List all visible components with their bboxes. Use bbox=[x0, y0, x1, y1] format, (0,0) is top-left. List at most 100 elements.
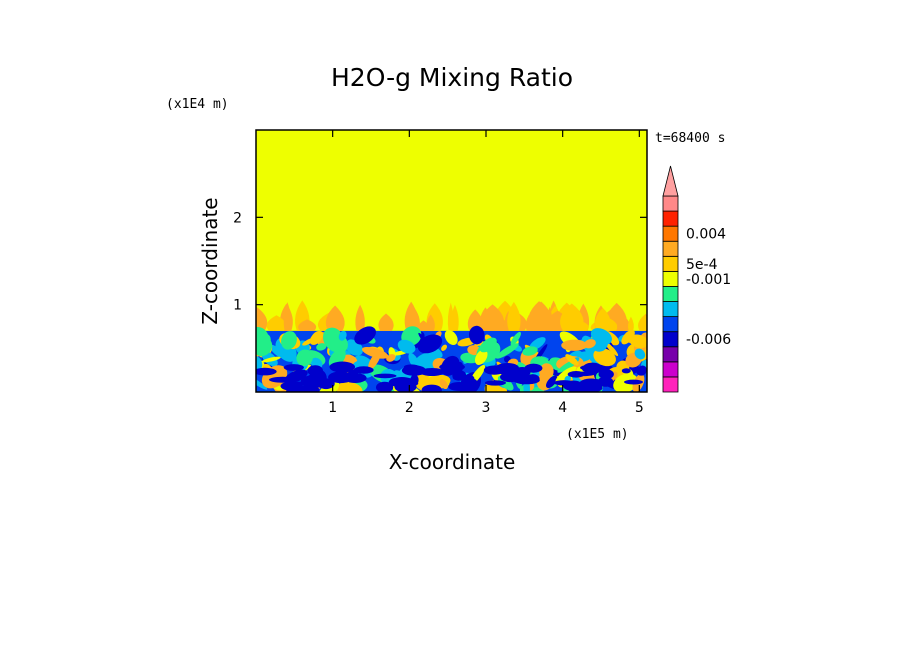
plot-frame bbox=[255, 129, 648, 393]
surface-streak bbox=[269, 376, 297, 383]
plume-top bbox=[528, 301, 551, 331]
colorbar-level bbox=[662, 376, 679, 393]
colorbar-level bbox=[662, 361, 679, 378]
surface-streak bbox=[455, 370, 467, 381]
turbulence-blob bbox=[583, 339, 596, 349]
turbulence-blob bbox=[495, 343, 519, 359]
turbulence-blob bbox=[604, 341, 619, 357]
surface-streak bbox=[373, 373, 397, 379]
turbulence-blob bbox=[338, 330, 347, 341]
y-axis-label: Z-coordinate bbox=[198, 197, 222, 324]
surface-streak bbox=[256, 367, 277, 376]
surface-streak bbox=[598, 369, 614, 380]
turbulence-blob bbox=[510, 331, 521, 346]
surface-streak bbox=[329, 361, 356, 373]
turbulence-blob bbox=[302, 337, 316, 346]
colorbar-level bbox=[662, 255, 679, 272]
x-tick-label: 5 bbox=[635, 400, 644, 416]
plume-top bbox=[283, 302, 292, 331]
colorbar-label: 0.004 bbox=[686, 227, 726, 243]
surface-streak bbox=[311, 378, 328, 384]
colorbar-label: -0.006 bbox=[686, 332, 731, 348]
colorbar-extend-arrow bbox=[662, 165, 679, 197]
plume-top bbox=[451, 304, 459, 331]
mixing-ratio-field bbox=[256, 300, 647, 392]
colorbar-level bbox=[662, 270, 679, 287]
colorbar-level bbox=[662, 210, 679, 227]
plume-top bbox=[266, 315, 287, 331]
turbulence-blob bbox=[468, 325, 485, 345]
turbulence-blob bbox=[555, 366, 578, 385]
turbulence-blob bbox=[565, 354, 579, 366]
turbulence-blob bbox=[474, 349, 488, 365]
turbulence-blob bbox=[460, 352, 480, 364]
surface-streak bbox=[570, 371, 596, 377]
turbulence-blob bbox=[281, 331, 297, 350]
surface-streak bbox=[328, 371, 354, 384]
colorbar-level bbox=[662, 346, 679, 363]
colorbar: 0.004 5e-4-0.001 -0.006 bbox=[662, 165, 731, 393]
turbulence-blob bbox=[522, 346, 538, 356]
surface-streak bbox=[581, 365, 592, 373]
x-tick-label: 1 bbox=[328, 400, 337, 416]
colorbar-level bbox=[662, 316, 679, 333]
plume-top bbox=[628, 316, 634, 331]
turbulence-blob bbox=[354, 326, 376, 345]
surface-streak bbox=[439, 362, 465, 371]
turbulence-blob bbox=[439, 379, 448, 390]
x-tick-label: 2 bbox=[405, 400, 414, 416]
colorbar-level bbox=[662, 331, 679, 348]
time-label: t=68400 s bbox=[655, 131, 725, 146]
surface-streak bbox=[513, 367, 531, 378]
surface-streak bbox=[410, 374, 419, 386]
turbulence-blob bbox=[593, 348, 616, 367]
turbulence-blob bbox=[580, 351, 589, 359]
surface-streak bbox=[307, 365, 324, 377]
x-tick-label: 3 bbox=[482, 400, 491, 416]
turbulence-blob bbox=[262, 356, 281, 363]
turbulence-blob bbox=[296, 349, 313, 367]
turbulence-blob bbox=[441, 344, 448, 351]
chart-title: H2O-g Mixing Ratio bbox=[331, 63, 573, 92]
plume-top bbox=[256, 306, 268, 331]
surface-streak bbox=[388, 377, 416, 388]
turbulence-blob bbox=[316, 343, 327, 351]
x-tick-label: 4 bbox=[558, 400, 567, 416]
surface-streak bbox=[597, 376, 614, 387]
plume-top bbox=[378, 313, 394, 331]
surface-streak bbox=[291, 381, 306, 386]
x-axis-label: X-coordinate bbox=[389, 450, 516, 474]
turbulence-blob bbox=[298, 355, 304, 363]
surface-streak bbox=[636, 366, 647, 376]
colorbar-level bbox=[662, 225, 679, 242]
surface-streak bbox=[572, 381, 581, 390]
x-scale-label: (x1E5 m) bbox=[566, 427, 629, 442]
turbulence-blob bbox=[256, 337, 273, 357]
surface-streak bbox=[353, 366, 374, 374]
turbulence-blob bbox=[590, 328, 612, 345]
plume-top bbox=[355, 304, 365, 331]
y-tick-label: 2 bbox=[233, 210, 242, 226]
plume-top bbox=[638, 314, 647, 331]
colorbar-level bbox=[662, 286, 679, 302]
turbulence-blob bbox=[408, 353, 420, 369]
surface-streak bbox=[621, 368, 631, 374]
surface-streak bbox=[484, 380, 506, 386]
surface-streak bbox=[403, 364, 420, 370]
colorbar-label: 5e-4 bbox=[686, 257, 718, 273]
plot-area: 1 2 3 4 5 1 2 bbox=[233, 129, 648, 416]
turbulence-blob bbox=[634, 348, 646, 360]
turbulence-blob bbox=[386, 354, 396, 362]
surface-streak bbox=[579, 378, 604, 390]
plume-top bbox=[298, 319, 317, 331]
surface-streak bbox=[375, 381, 394, 392]
turbulence-blob bbox=[417, 334, 443, 354]
turbulence-blob bbox=[561, 339, 588, 351]
y-scale-label: (x1E4 m) bbox=[166, 97, 229, 112]
plume-top bbox=[594, 307, 611, 331]
axis-ticks: 1 2 3 4 5 1 2 bbox=[233, 130, 647, 416]
surface-streak bbox=[283, 364, 304, 371]
surface-streak bbox=[495, 362, 519, 373]
plume-top bbox=[617, 315, 630, 331]
